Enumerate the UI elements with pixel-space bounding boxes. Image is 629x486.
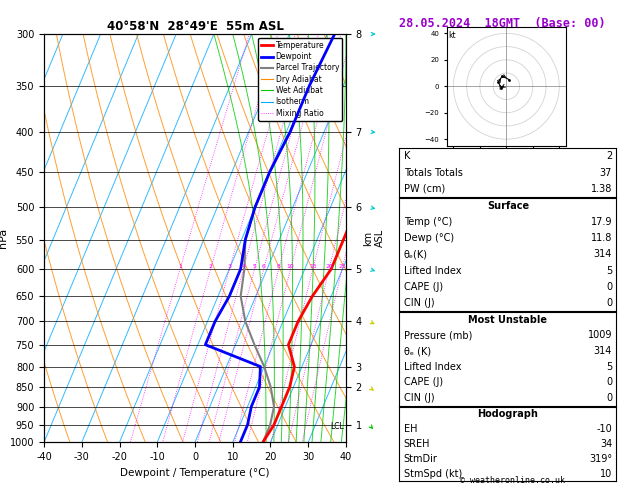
Text: 314: 314 [594, 346, 612, 356]
Y-axis label: km
ASL: km ASL [364, 229, 385, 247]
Text: 25: 25 [338, 264, 346, 269]
Text: 0: 0 [606, 393, 612, 403]
Text: 15: 15 [309, 264, 316, 269]
Text: 3: 3 [228, 264, 231, 269]
Text: 37: 37 [599, 168, 612, 177]
Text: PW (cm): PW (cm) [404, 184, 445, 194]
Text: 34: 34 [600, 439, 612, 449]
Text: 5: 5 [606, 362, 612, 372]
Text: CAPE (J): CAPE (J) [404, 282, 443, 292]
Text: K: K [404, 151, 410, 161]
Text: Pressure (mb): Pressure (mb) [404, 330, 472, 341]
Text: CAPE (J): CAPE (J) [404, 377, 443, 387]
Text: 5: 5 [253, 264, 257, 269]
Text: Lifted Index: Lifted Index [404, 265, 461, 276]
Text: 319°: 319° [589, 454, 612, 464]
Text: 0: 0 [606, 377, 612, 387]
Text: 28.05.2024  18GMT  (Base: 00): 28.05.2024 18GMT (Base: 00) [399, 17, 606, 30]
Text: 1.38: 1.38 [591, 184, 612, 194]
Text: 10: 10 [600, 469, 612, 479]
Text: 17.9: 17.9 [591, 217, 612, 227]
Text: 0: 0 [606, 282, 612, 292]
Text: Lifted Index: Lifted Index [404, 362, 461, 372]
Text: CIN (J): CIN (J) [404, 393, 435, 403]
Text: 2: 2 [606, 151, 612, 161]
Text: StmSpd (kt): StmSpd (kt) [404, 469, 462, 479]
Text: 314: 314 [594, 249, 612, 260]
Text: Hodograph: Hodograph [477, 409, 538, 419]
Text: kt: kt [448, 31, 456, 40]
Text: 4: 4 [242, 264, 245, 269]
Text: -10: -10 [596, 424, 612, 434]
Text: Most Unstable: Most Unstable [469, 315, 547, 325]
Text: StmDir: StmDir [404, 454, 438, 464]
Text: 10: 10 [287, 264, 294, 269]
Text: Temp (°C): Temp (°C) [404, 217, 452, 227]
Text: 5: 5 [606, 265, 612, 276]
Text: Surface: Surface [487, 201, 529, 211]
X-axis label: Dewpoint / Temperature (°C): Dewpoint / Temperature (°C) [120, 468, 270, 478]
Text: 6: 6 [262, 264, 265, 269]
Text: 11.8: 11.8 [591, 233, 612, 243]
Text: 2: 2 [209, 264, 213, 269]
Text: θₑ (K): θₑ (K) [404, 346, 431, 356]
Legend: Temperature, Dewpoint, Parcel Trajectory, Dry Adiabat, Wet Adiabat, Isotherm, Mi: Temperature, Dewpoint, Parcel Trajectory… [258, 38, 342, 121]
Text: 8: 8 [277, 264, 281, 269]
Text: 20: 20 [325, 264, 333, 269]
Text: Dewp (°C): Dewp (°C) [404, 233, 454, 243]
Text: 0: 0 [606, 298, 612, 308]
Text: 1: 1 [178, 264, 182, 269]
Title: 40°58'N  28°49'E  55m ASL: 40°58'N 28°49'E 55m ASL [106, 20, 284, 33]
Text: EH: EH [404, 424, 417, 434]
Y-axis label: hPa: hPa [0, 228, 8, 248]
Text: © weatheronline.co.uk: © weatheronline.co.uk [460, 475, 565, 485]
Text: CIN (J): CIN (J) [404, 298, 435, 308]
Text: 1009: 1009 [587, 330, 612, 341]
Text: LCL: LCL [330, 422, 344, 431]
Text: θₑ(K): θₑ(K) [404, 249, 428, 260]
Text: Totals Totals: Totals Totals [404, 168, 463, 177]
Text: SREH: SREH [404, 439, 430, 449]
